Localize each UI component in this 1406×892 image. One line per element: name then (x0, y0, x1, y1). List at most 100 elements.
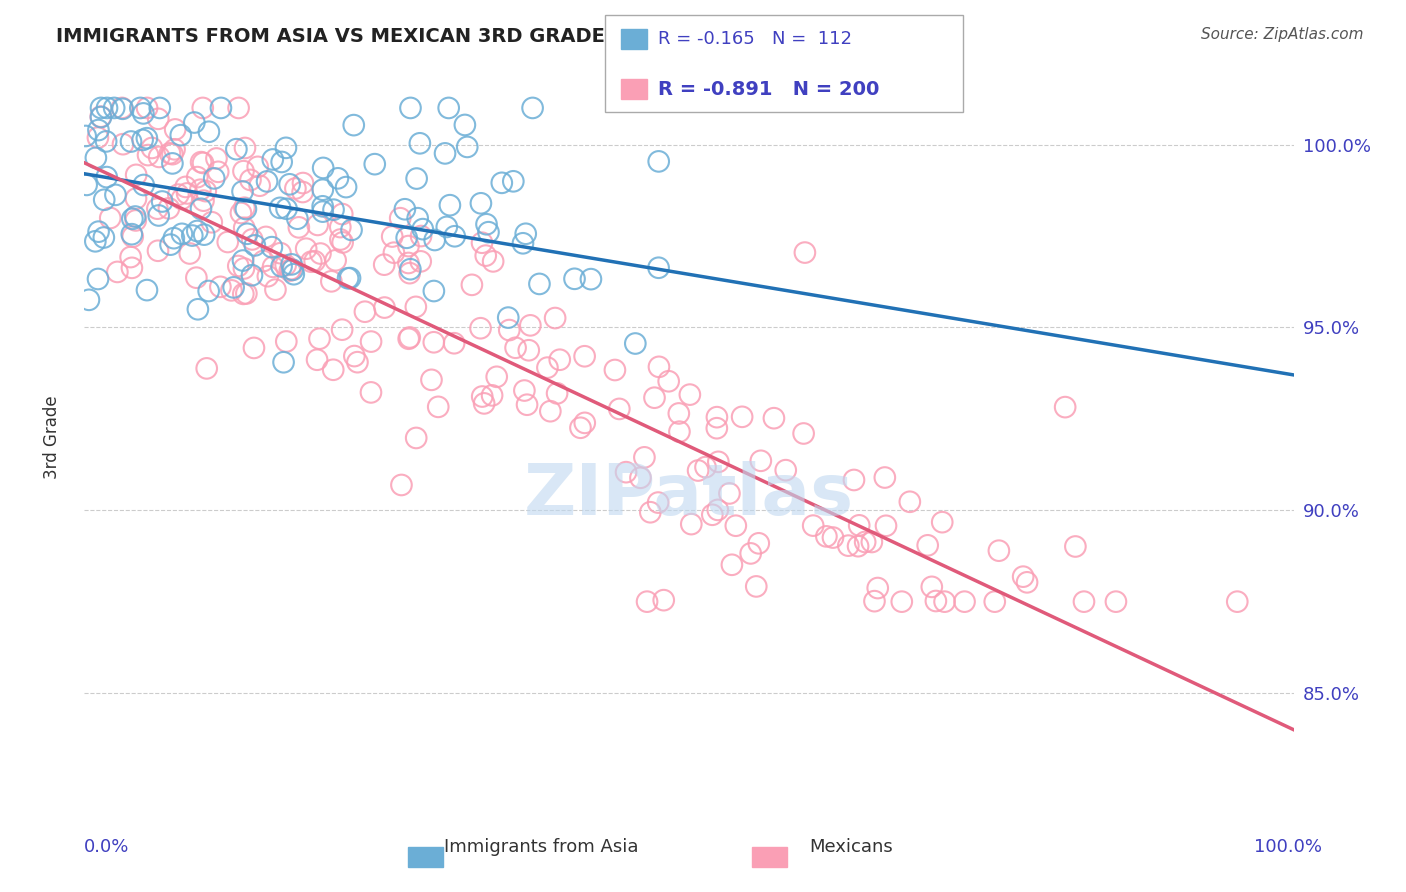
Point (170, 192, 193, 206)
Point (579, 272, 602, 286)
Point (187, 302, 209, 317)
Point (148, 150, 170, 164)
Point (125, 213, 148, 227)
Point (574, 349, 596, 363)
Point (87, 123, 110, 137)
Point (522, 101, 544, 115)
Point (136, 101, 159, 115)
Point (647, 260, 669, 275)
Point (745, 579, 768, 593)
Point (1073, 594, 1095, 608)
Point (491, 176, 513, 190)
Point (340, 223, 363, 237)
Point (443, 229, 465, 244)
Point (157, 202, 180, 216)
Point (644, 391, 666, 405)
Point (731, 409, 754, 424)
Point (260, 240, 283, 254)
Point (121, 229, 143, 244)
Point (312, 204, 335, 219)
Point (718, 486, 741, 500)
Point (866, 581, 889, 595)
Point (129, 101, 152, 115)
Point (136, 283, 159, 297)
Point (405, 171, 427, 186)
Point (243, 238, 266, 252)
Point (423, 335, 446, 350)
Point (443, 336, 465, 351)
Point (406, 211, 429, 226)
Point (536, 360, 558, 375)
Point (201, 215, 224, 229)
Point (246, 160, 269, 174)
Point (695, 460, 717, 475)
Point (188, 183, 211, 197)
Point (846, 539, 869, 553)
Point (264, 283, 287, 297)
Point (256, 174, 278, 188)
Point (197, 284, 219, 298)
Point (749, 454, 772, 468)
Point (647, 154, 669, 169)
Point (516, 398, 538, 412)
Point (90, 110, 112, 124)
Point (87, 272, 110, 286)
Point (475, 217, 498, 231)
Point (120, 250, 142, 264)
Point (389, 211, 412, 226)
Point (658, 374, 681, 388)
Point (647, 495, 669, 509)
Point (87, 225, 110, 239)
Point (470, 196, 492, 211)
Point (853, 535, 876, 549)
Point (181, 228, 204, 243)
Point (1064, 540, 1087, 554)
Point (231, 185, 253, 199)
Point (191, 101, 214, 115)
Point (398, 266, 420, 280)
Point (198, 125, 221, 139)
Point (270, 260, 292, 274)
Point (434, 146, 457, 161)
Point (270, 155, 292, 169)
Point (84, 235, 107, 249)
Point (209, 280, 232, 294)
Point (329, 220, 352, 235)
Point (423, 233, 446, 247)
Text: 0.0%: 0.0% (84, 838, 129, 856)
Point (135, 131, 157, 145)
Point (648, 359, 671, 374)
Point (381, 229, 404, 244)
Point (299, 254, 322, 268)
Point (640, 505, 662, 519)
Point (278, 178, 301, 192)
Point (222, 280, 245, 294)
Point (257, 269, 280, 284)
Point (398, 332, 420, 346)
Point (652, 593, 675, 607)
Point (87, 130, 110, 145)
Point (801, 518, 824, 533)
Point (405, 300, 427, 314)
Point (132, 178, 155, 192)
Point (707, 455, 730, 469)
Point (821, 531, 844, 545)
Point (668, 425, 690, 439)
Point (121, 227, 143, 242)
Point (437, 101, 460, 115)
Point (477, 225, 499, 239)
Point (308, 332, 330, 346)
Point (330, 207, 353, 221)
Point (276, 334, 298, 349)
Point (412, 222, 434, 236)
Point (875, 518, 897, 533)
Point (668, 406, 690, 420)
Point (987, 543, 1010, 558)
Point (194, 184, 217, 198)
Point (278, 263, 301, 277)
Point (235, 286, 257, 301)
Point (163, 142, 186, 156)
Point (254, 230, 277, 244)
Point (307, 352, 329, 367)
Point (513, 384, 536, 398)
